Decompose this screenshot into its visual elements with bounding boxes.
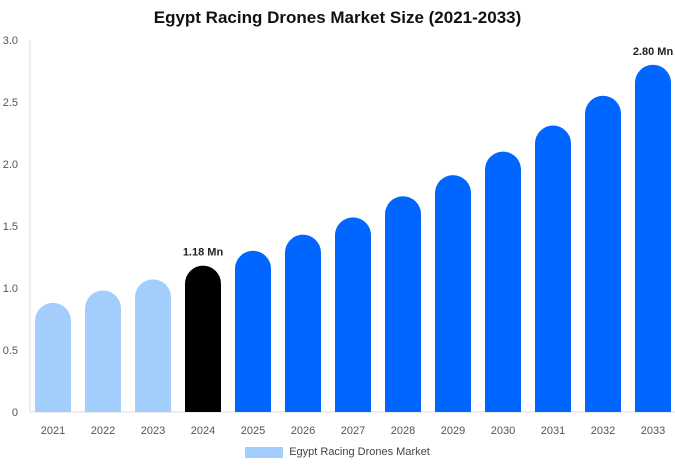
bar-2022: [85, 290, 121, 412]
bar-2024: [185, 265, 221, 412]
x-tick-label: 2029: [441, 425, 465, 437]
x-tick-label: 2027: [341, 425, 365, 437]
x-tick-label: 2032: [591, 425, 615, 437]
bar-2030: [485, 151, 521, 412]
legend[interactable]: Egypt Racing Drones Market: [0, 446, 675, 458]
bar-2025: [235, 250, 271, 412]
bar-2033: [635, 64, 671, 413]
bar-2029: [435, 175, 471, 412]
legend-swatch: [245, 446, 284, 458]
x-tick-label: 2024: [191, 425, 215, 437]
x-tick-label: 2033: [641, 425, 665, 437]
bar-2026: [285, 234, 321, 412]
y-tick-label: 3.0: [3, 35, 18, 47]
bar-2031: [535, 125, 571, 412]
y-tick-label: 2.0: [3, 159, 18, 171]
x-tick-label: 2023: [141, 425, 165, 437]
bar-2023: [135, 279, 171, 412]
x-tick-label: 2025: [241, 425, 265, 437]
y-tick-label: 1.5: [3, 221, 18, 233]
x-tick-label: 2026: [291, 425, 315, 437]
y-tick-label: 2.5: [3, 97, 18, 109]
data-label: 1.18 Mn: [183, 247, 224, 259]
x-tick-label: 2031: [541, 425, 565, 437]
bar-2028: [385, 196, 421, 412]
chart-title: Egypt Racing Drones Market Size (2021-20…: [153, 8, 522, 27]
bar-2021: [35, 302, 71, 412]
y-tick-label: 0.5: [3, 345, 18, 357]
bar-2032: [585, 95, 621, 413]
x-tick-label: 2028: [391, 425, 415, 437]
y-tick-label: 1.0: [3, 283, 18, 295]
x-tick-label: 2021: [41, 425, 65, 437]
legend-label: Egypt Racing Drones Market: [289, 446, 430, 458]
y-tick-label: 0: [12, 407, 18, 419]
bar-2027: [335, 217, 371, 412]
x-tick-label: 2022: [91, 425, 115, 437]
data-label: 2.80 Mn: [633, 46, 674, 58]
x-tick-label: 2030: [491, 425, 515, 437]
